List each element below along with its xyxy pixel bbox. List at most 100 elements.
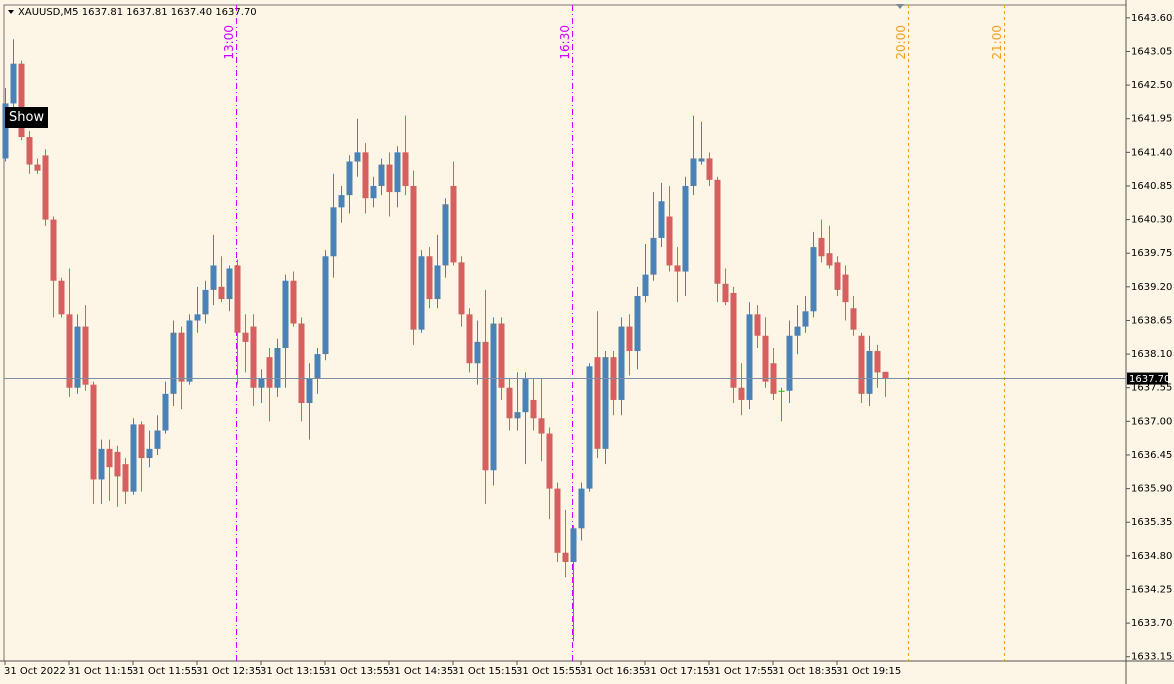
candle-body [218,286,225,300]
y-tick-label: 1641.40 [1131,147,1172,158]
candle-body [706,158,713,180]
candle-body [258,378,265,388]
x-tick-label: 31 Oct 17:55 [708,666,773,677]
candle-body [146,448,153,459]
y-tick-label: 1642.50 [1131,80,1172,91]
candle-body [546,433,553,489]
candle-body [682,185,689,272]
x-tick-label: 31 Oct 18:35 [772,666,837,677]
y-tick-label: 1634.25 [1131,584,1172,595]
candle-body [626,326,633,352]
candle-body [778,390,785,392]
candle-body [722,283,729,303]
x-tick-label: 31 Oct 13:55 [324,666,389,677]
candle-body [66,314,73,388]
candle-body [690,158,697,186]
candle-body [818,237,825,257]
candle-body [194,314,201,321]
candle-body [474,341,481,364]
candle-body [530,399,537,419]
candle-body [130,424,137,492]
time-line-label: 20:00 [894,25,908,60]
candle-body [834,262,841,290]
candle-body [282,280,289,348]
candle-body [346,161,353,196]
candle-body [482,341,489,471]
candle-body [210,265,217,290]
y-tick-label: 1636.45 [1131,450,1172,461]
show-button[interactable]: Show [5,107,49,128]
candle-body [114,451,121,477]
candle-body [42,155,49,220]
time-line-label: 13:00 [222,25,236,60]
candle-body [746,314,753,400]
candle-body [226,268,233,300]
candle-body [314,354,321,379]
candle-body [362,152,369,199]
x-tick-label: 31 Oct 14:35 [388,666,453,677]
candle-body [442,204,449,266]
candle-body [50,219,57,281]
candle-body [586,366,593,489]
candle-body [242,332,249,342]
candle-body [866,351,873,394]
candle-body [202,289,209,315]
shift-marker [896,4,904,9]
candle-body [234,265,241,333]
candle-body [754,314,761,336]
candle-body [466,314,473,364]
candle-body [354,152,361,162]
candle-body [410,185,417,330]
candle-body [634,296,641,352]
candle-body [330,207,337,257]
y-tick-label: 1640.30 [1131,215,1172,226]
candle-body [338,195,345,208]
candle-body [674,265,681,272]
x-tick-label: 31 Oct 2022 [4,666,66,677]
y-tick-label: 1635.90 [1131,484,1172,495]
y-tick-label: 1639.20 [1131,282,1172,293]
candle-body [538,418,545,434]
candle-body [514,412,521,419]
candle-body [98,448,105,480]
last-price-box [1127,372,1168,385]
candle-body [642,274,649,297]
y-tick-label: 1634.80 [1131,551,1172,562]
candle-body [666,216,673,266]
y-tick-label: 1643.05 [1131,46,1172,57]
candle-body [434,265,441,300]
y-tick-label: 1633.15 [1131,652,1172,663]
candle-body [826,253,833,266]
time-line-label: 21:00 [990,25,1004,60]
candle-body [506,387,513,419]
candle-body [306,378,313,404]
candle-body [650,237,657,275]
candle-body [186,320,193,382]
x-tick-label: 31 Oct 11:15 [68,666,133,677]
candle-body [26,137,33,165]
x-tick-label: 31 Oct 15:55 [516,666,581,677]
candle-body [82,326,89,385]
candle-body [490,323,497,471]
y-tick-label: 1639.75 [1131,248,1172,259]
last-price-label: 1637.70 [1129,374,1170,385]
candle-body [154,430,161,449]
candle-body [842,274,849,303]
y-tick-label: 1638.10 [1131,349,1172,360]
candle-body [802,311,809,327]
candle-body [290,280,297,324]
candle-body [498,323,505,388]
candle-body [170,332,177,394]
candle-body [322,256,329,355]
candle-body [730,292,737,388]
x-tick-label: 31 Oct 13:15 [260,666,325,677]
y-tick-label: 1640.85 [1131,181,1172,192]
candle-body [594,357,601,449]
candle-body [250,326,257,388]
menu-arrow [8,10,14,14]
y-tick-label: 1641.95 [1131,114,1172,125]
y-tick-label: 1643.60 [1131,13,1172,24]
candle-body [618,326,625,400]
